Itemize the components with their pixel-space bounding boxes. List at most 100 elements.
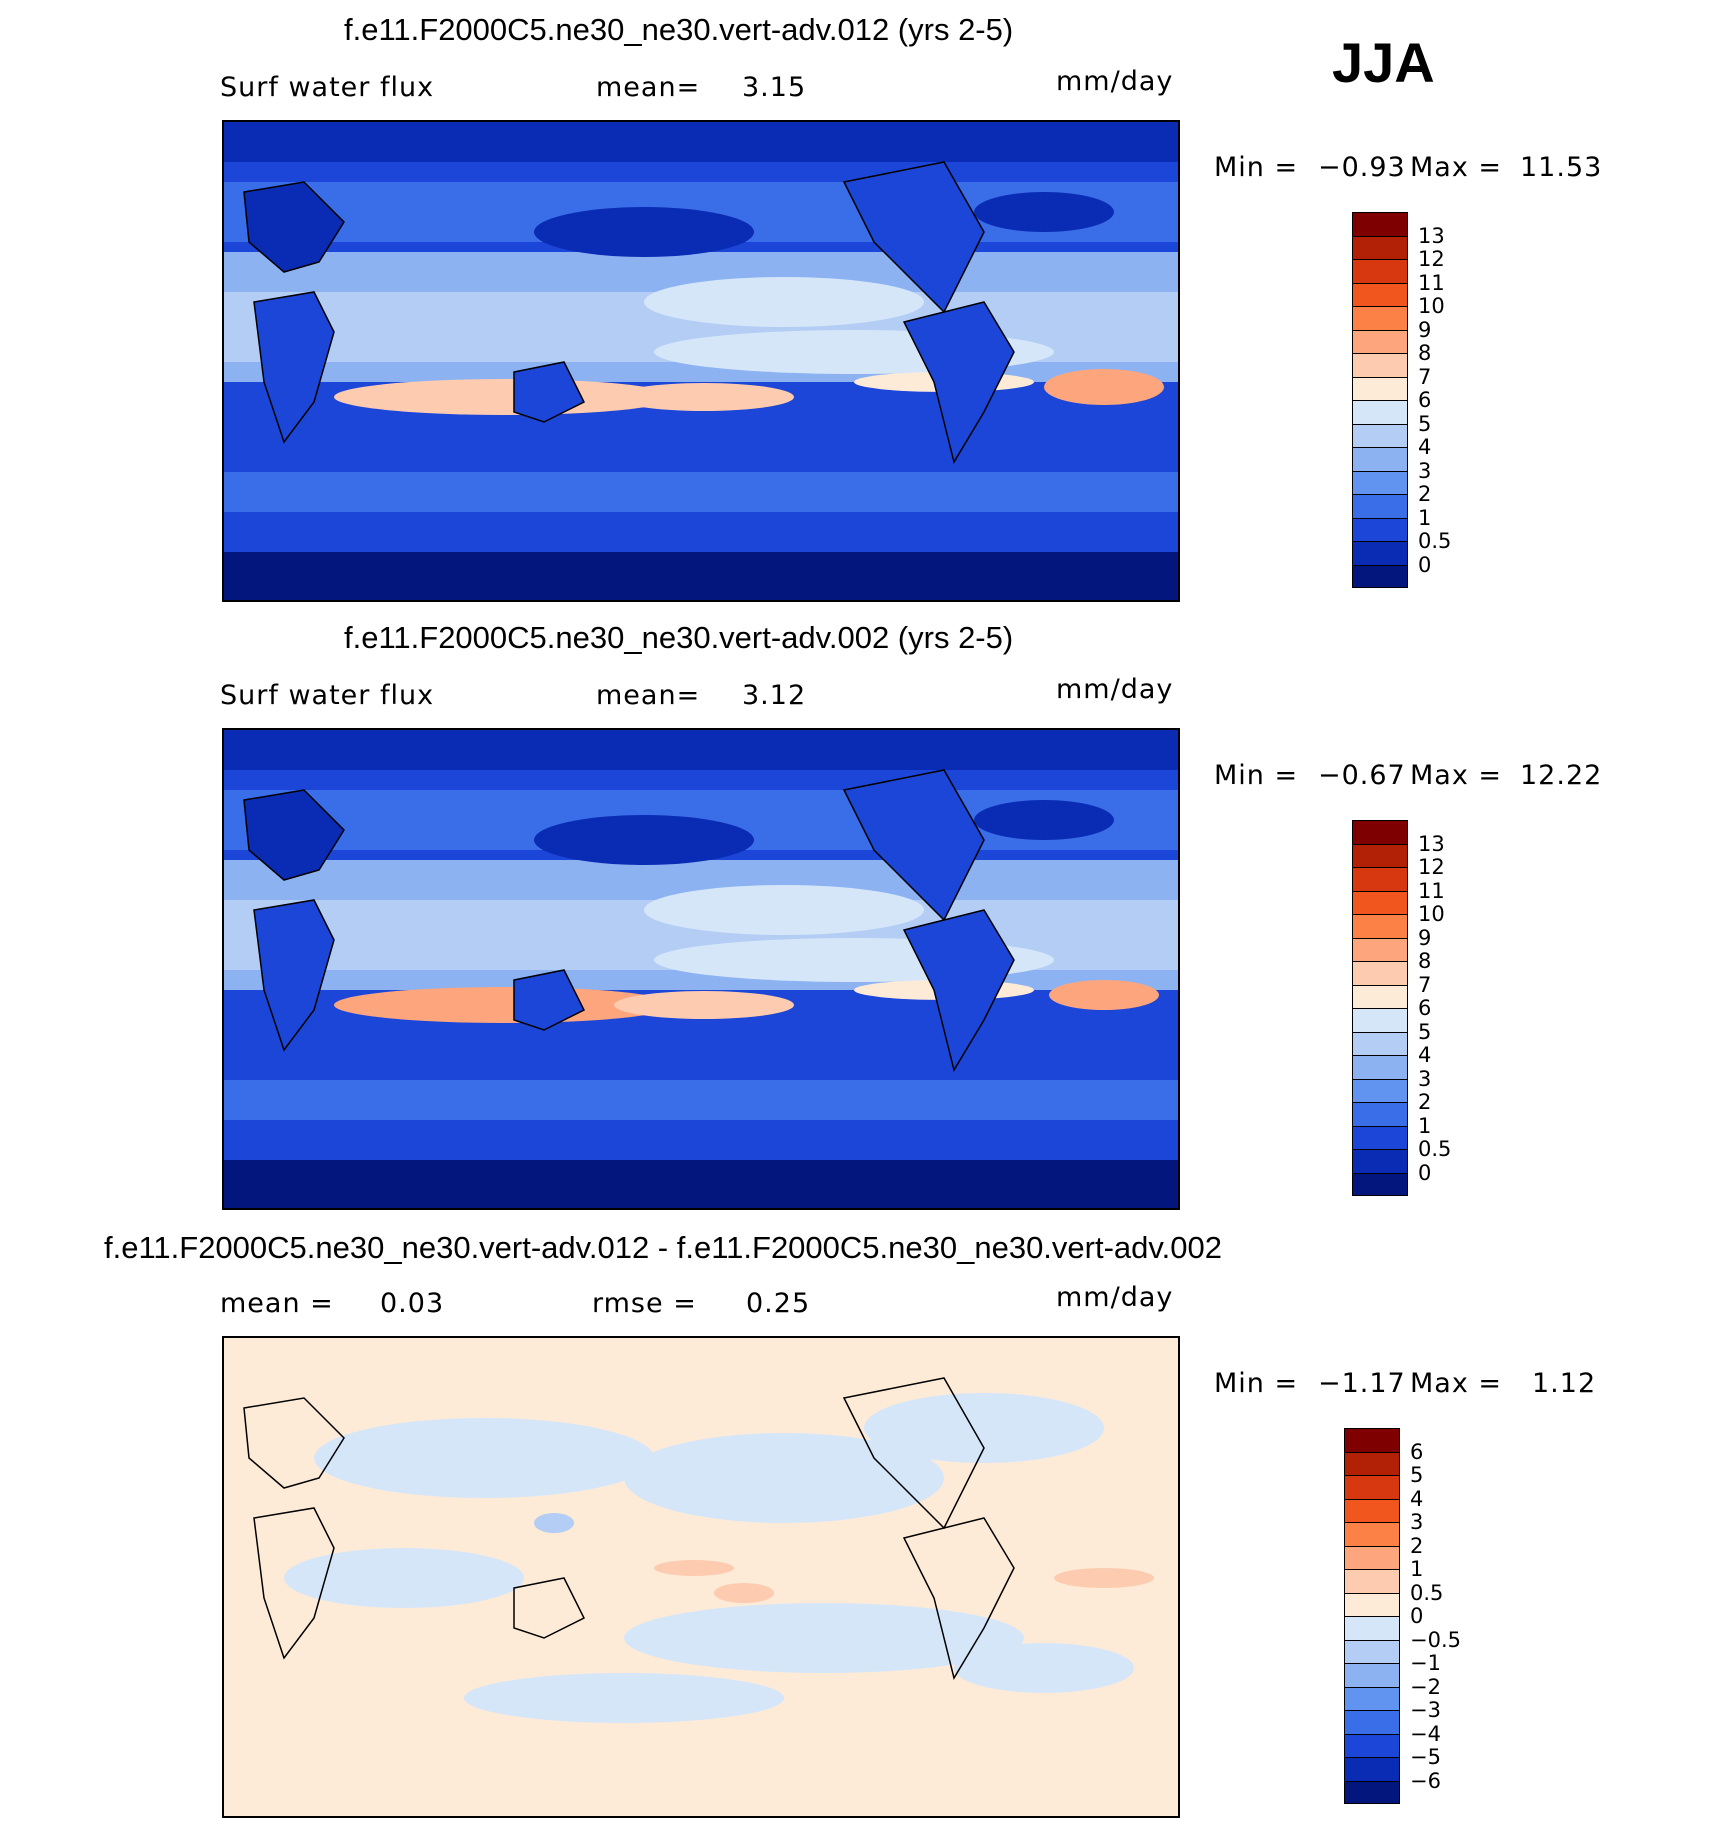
colorbar-segment xyxy=(1352,376,1408,400)
colorbar-tick-label: 9 xyxy=(1418,925,1432,950)
colorbar-segment xyxy=(1352,235,1408,259)
colorbar-segment xyxy=(1344,1522,1400,1546)
colorbar-tick-label: 4 xyxy=(1410,1486,1424,1511)
colorbar-segment xyxy=(1352,494,1408,518)
colorbar-segment xyxy=(1352,470,1408,494)
colorbar-segment xyxy=(1352,400,1408,424)
colorbar-tick-label: 10 xyxy=(1418,902,1445,926)
colorbar-segment xyxy=(1352,306,1408,330)
colorbar-segment xyxy=(1344,1592,1400,1616)
colorbar-tick-label: −6 xyxy=(1410,1768,1441,1793)
colorbar-segment xyxy=(1344,1428,1400,1452)
colorbar-tick-label: 12 xyxy=(1418,855,1445,879)
colorbar-tick-label: 2 xyxy=(1418,1090,1432,1114)
panel2-min-label: Min = xyxy=(1214,760,1299,791)
colorbar-segment xyxy=(1352,259,1408,283)
panel2-max-label: Max = xyxy=(1410,760,1503,791)
colorbar-tick-label: 2 xyxy=(1410,1533,1424,1558)
panel3-rmse-label: rmse = xyxy=(592,1288,697,1319)
panel1-title: f.e11.F2000C5.ne30_ne30.vert-adv.012 (yr… xyxy=(344,12,1014,47)
colorbar-segment xyxy=(1352,867,1408,891)
colorbar-tick-label: 3 xyxy=(1418,1066,1432,1091)
panel2-max-value: 12.22 xyxy=(1520,760,1603,791)
panel1-units: mm/day xyxy=(1056,66,1174,97)
colorbar-segment xyxy=(1344,1545,1400,1569)
colorbar-tick-label: 11 xyxy=(1418,270,1445,295)
colorbar-tick-label: −0.5 xyxy=(1410,1627,1461,1652)
colorbar-tick-label: 6 xyxy=(1418,996,1432,1020)
panel2-variable: Surf water flux xyxy=(220,680,435,711)
colorbar-segment xyxy=(1352,1102,1408,1126)
colorbar-tick-label: −4 xyxy=(1410,1721,1441,1746)
panel1-min-value: −0.93 xyxy=(1318,152,1406,183)
colorbar-tick-label: −3 xyxy=(1410,1698,1441,1722)
panel1-map xyxy=(222,120,1180,602)
panel3-rmse-value: 0.25 xyxy=(746,1288,811,1319)
colorbar-segment xyxy=(1344,1639,1400,1663)
panel1-mean-label: mean= xyxy=(596,72,701,103)
colorbar-tick-label: −1 xyxy=(1410,1651,1441,1675)
colorbar-segment xyxy=(1352,1125,1408,1149)
colorbar-tick-label: 0.5 xyxy=(1410,1580,1444,1605)
panel2-mean-label: mean= xyxy=(596,680,701,711)
panel3-min-label: Min = xyxy=(1214,1368,1299,1399)
panel3-max-label: Max = xyxy=(1410,1368,1503,1399)
colorbar-tick-label: 12 xyxy=(1418,247,1445,271)
colorbar-segment xyxy=(1352,937,1408,961)
colorbar-segment xyxy=(1344,1780,1400,1804)
colorbar-segment xyxy=(1352,353,1408,377)
colorbar-segment xyxy=(1352,564,1408,588)
colorbar-segment xyxy=(1352,1078,1408,1102)
colorbar-segment xyxy=(1344,1757,1400,1781)
colorbar-segment xyxy=(1344,1663,1400,1687)
colorbar-tick-label: 5 xyxy=(1418,411,1432,436)
colorbar-segment xyxy=(1344,1451,1400,1475)
colorbar-segment xyxy=(1352,1172,1408,1196)
colorbar-tick-label: 3 xyxy=(1418,458,1432,483)
colorbar-tick-label: 6 xyxy=(1418,388,1432,412)
panel2-mean-value: 3.12 xyxy=(742,680,807,711)
colorbar-segment xyxy=(1344,1710,1400,1734)
panel2-units: mm/day xyxy=(1056,674,1174,705)
colorbar-segment xyxy=(1352,282,1408,306)
colorbar-tick-label: 7 xyxy=(1418,972,1432,997)
panel3-mean-value: 0.03 xyxy=(380,1288,445,1319)
panel3-title: f.e11.F2000C5.ne30_ne30.vert-adv.012 - f… xyxy=(104,1230,1222,1265)
panel3-max-value: 1.12 xyxy=(1532,1368,1597,1399)
colorbar-segment xyxy=(1344,1475,1400,1499)
colorbar-tick-label: 0.5 xyxy=(1418,529,1452,553)
colorbar-segment xyxy=(1352,423,1408,447)
colorbar-tick-label: 5 xyxy=(1418,1019,1432,1044)
panel1-max-label: Max = xyxy=(1410,152,1503,183)
colorbar-segment xyxy=(1344,1498,1400,1522)
colorbar-segment xyxy=(1352,541,1408,565)
colorbar-tick-label: 1 xyxy=(1410,1557,1424,1581)
colorbar-tick-label: 4 xyxy=(1418,1043,1432,1067)
panel3-min-value: −1.17 xyxy=(1318,1368,1406,1399)
panel2-min-value: −0.67 xyxy=(1318,760,1406,791)
colorbar-tick-label: 13 xyxy=(1418,223,1445,248)
colorbar-segment xyxy=(1352,961,1408,985)
colorbar-segment xyxy=(1352,1055,1408,1079)
colorbar-segment xyxy=(1352,914,1408,938)
colorbar-tick-label: 8 xyxy=(1418,341,1432,365)
panel1-min-label: Min = xyxy=(1214,152,1299,183)
colorbar-segment xyxy=(1352,212,1408,236)
panel3-map xyxy=(222,1336,1180,1818)
colorbar-tick-label: −2 xyxy=(1410,1674,1441,1699)
panel3-mean-label: mean = xyxy=(220,1288,334,1319)
colorbar-segment xyxy=(1352,329,1408,353)
colorbar-tick-label: 1 xyxy=(1418,1113,1432,1138)
colorbar-segment xyxy=(1352,843,1408,867)
colorbar-segment xyxy=(1352,447,1408,471)
colorbar-tick-label: −5 xyxy=(1410,1745,1441,1769)
colorbar-tick-label: 6 xyxy=(1410,1439,1424,1464)
colorbar-tick-label: 11 xyxy=(1418,878,1445,903)
panel1-max-value: 11.53 xyxy=(1520,152,1603,183)
colorbar-segment xyxy=(1352,1149,1408,1173)
panel2-title: f.e11.F2000C5.ne30_ne30.vert-adv.002 (yr… xyxy=(344,620,1014,655)
colorbar-tick-label: 0 xyxy=(1418,1160,1432,1185)
colorbar-tick-label: 13 xyxy=(1418,831,1445,856)
colorbar-segment xyxy=(1344,1686,1400,1710)
colorbar-segment xyxy=(1352,1031,1408,1055)
